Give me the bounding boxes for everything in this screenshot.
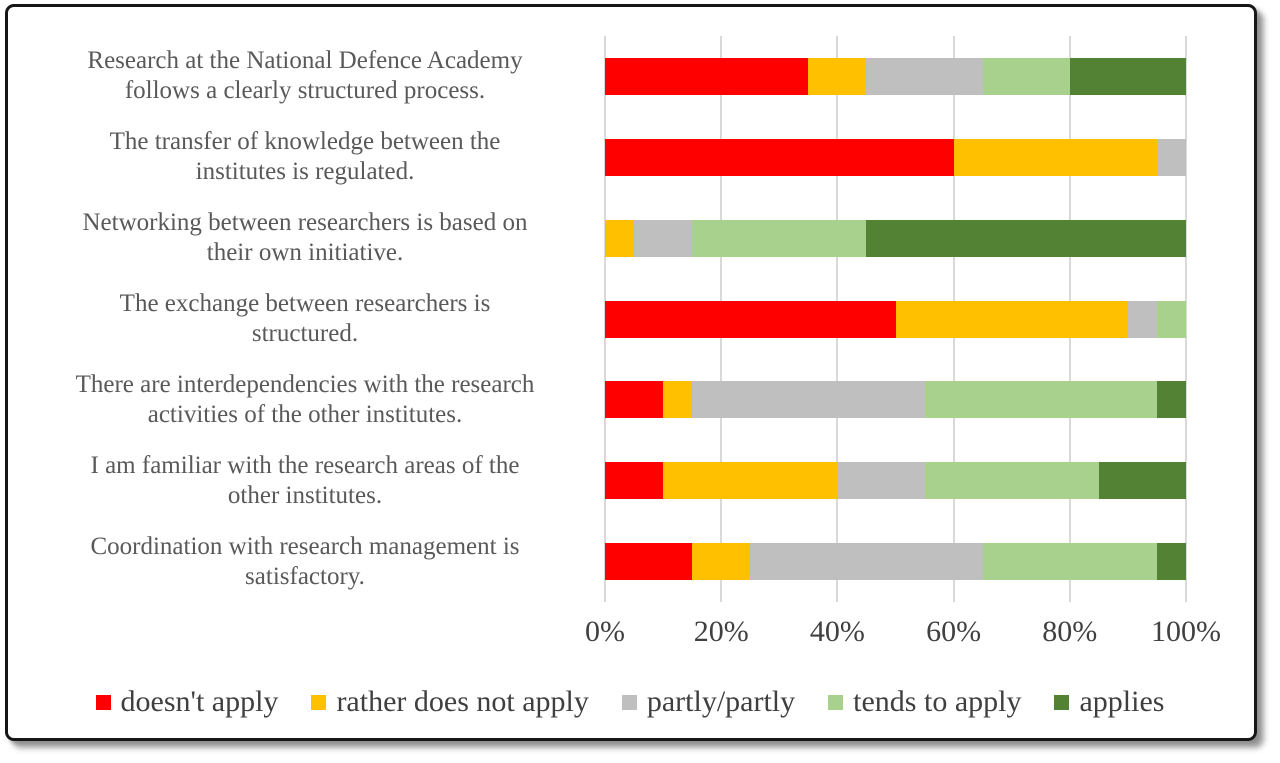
bar-segment: [605, 57, 809, 95]
legend: doesn't apply rather does not apply partly…: [10, 680, 1250, 724]
chart-frame: [5, 4, 1257, 741]
legend-item: rather does not apply: [311, 685, 589, 719]
bar-row: [605, 279, 1186, 360]
x-axis-ticks: 0% 20% 40% 60% 80% 100%: [585, 615, 1221, 655]
category-axis: Research at the National Defence Academy…: [22, 36, 588, 602]
bar-segment: [692, 219, 867, 257]
x-tick-label: 100%: [1151, 615, 1221, 648]
bars: [605, 36, 1186, 602]
legend-item: partly/partly: [621, 685, 796, 719]
bar-segment: [1069, 57, 1186, 95]
stacked-bar: [605, 381, 1186, 419]
category-label: I am familiar with the research areas of…: [90, 451, 520, 509]
category-label: There are interdependencies with the res…: [75, 370, 535, 428]
bar-segment: [1127, 300, 1157, 338]
stacked-bar: [605, 138, 1186, 176]
stacked-bar: [605, 462, 1186, 500]
bar-segment: [924, 381, 1157, 419]
bar-segment: [1156, 543, 1186, 581]
bar-segment: [866, 219, 1186, 257]
x-tick-label: 0%: [585, 615, 625, 648]
bar-row: [605, 198, 1186, 279]
bar-segment: [924, 462, 1099, 500]
stacked-bar: [605, 300, 1186, 338]
legend-swatch: [828, 694, 844, 710]
legend-label: tends to apply: [853, 685, 1022, 718]
bar-row: [605, 359, 1186, 440]
legend-swatch: [311, 694, 327, 710]
category-label: Coordination with research management is…: [90, 532, 520, 590]
bar-segment: [605, 462, 664, 500]
bar-segment: [895, 300, 1128, 338]
bar-row: [605, 117, 1186, 198]
bar-segment: [692, 381, 925, 419]
bar-segment: [634, 219, 693, 257]
legend-label: doesn't apply: [120, 685, 279, 718]
bar-segment: [605, 543, 693, 581]
bar-segment: [605, 300, 896, 338]
stacked-bar: [605, 57, 1186, 95]
bar-segment: [953, 138, 1157, 176]
legend-label: rather does not apply: [336, 685, 589, 718]
category-label: Networking between researchers is based …: [82, 209, 528, 267]
x-tick-label: 60%: [926, 615, 982, 648]
x-tick-label: 80%: [1042, 615, 1098, 648]
category-label: The transfer of knowledge between the in…: [109, 128, 501, 186]
bar-segment: [605, 138, 954, 176]
bar-segment: [663, 381, 693, 419]
bar-segment: [866, 57, 983, 95]
legend-item: applies: [1054, 685, 1164, 719]
category-label: The exchange between researchers is stru…: [119, 290, 491, 347]
bar-segment: [808, 57, 867, 95]
stacked-bar: [605, 543, 1186, 581]
bar-segment: [605, 219, 635, 257]
bar-row: [605, 36, 1186, 117]
bar-segment: [663, 462, 838, 500]
bar-segment: [605, 381, 664, 419]
legend-swatch: [1054, 694, 1070, 710]
x-tick-label: 20%: [693, 615, 749, 648]
legend-item: doesn't apply: [95, 685, 279, 719]
legend-label: applies: [1079, 685, 1165, 718]
legend-swatch: [95, 694, 111, 710]
gridline: [1185, 36, 1187, 602]
bar-segment: [1156, 381, 1186, 419]
legend-swatch: [621, 694, 637, 710]
plot-area: [604, 36, 1187, 602]
category-label: Research at the National Defence Academy…: [87, 47, 523, 105]
x-tick-label: 40%: [809, 615, 865, 648]
bar-segment: [750, 543, 983, 581]
bar-row: [605, 521, 1186, 602]
bar-segment: [1156, 300, 1186, 338]
bar-segment: [692, 543, 751, 581]
bar-segment: [1156, 138, 1186, 176]
legend-item: tends to apply: [828, 685, 1021, 719]
bar-row: [605, 440, 1186, 521]
legend-label: partly/partly: [646, 685, 796, 718]
bar-segment: [982, 57, 1070, 95]
bar-segment: [1098, 462, 1186, 500]
stacked-bar: [605, 219, 1186, 257]
bar-segment: [982, 543, 1157, 581]
bar-segment: [837, 462, 925, 500]
